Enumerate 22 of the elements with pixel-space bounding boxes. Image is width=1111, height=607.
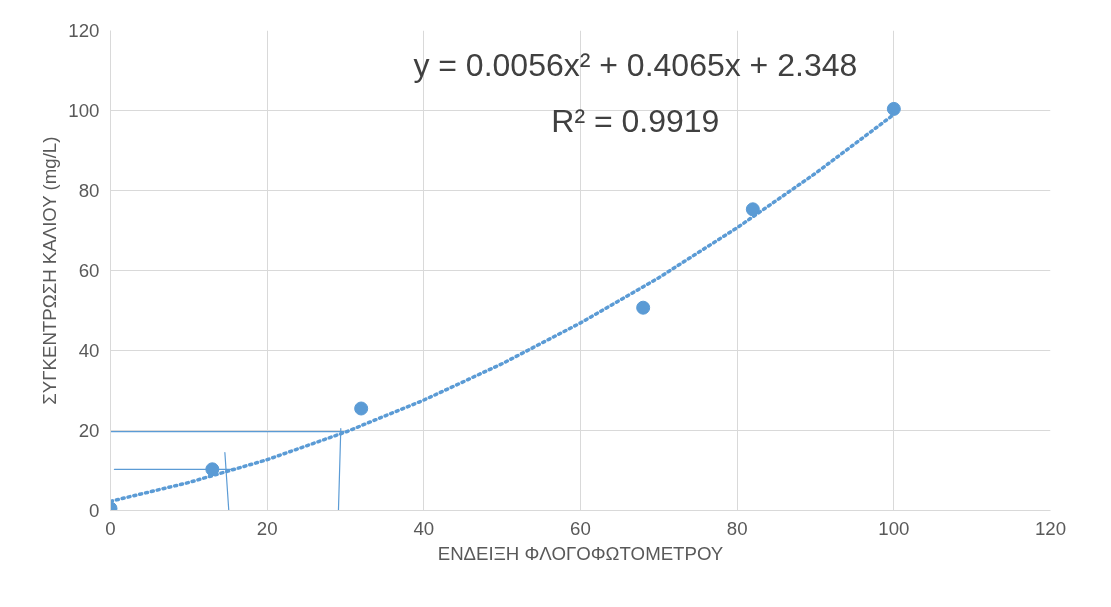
y-tick-label: 100 bbox=[68, 100, 100, 121]
annotation: R² = 0.9919 bbox=[551, 102, 720, 139]
y-tick-label: 20 bbox=[78, 420, 100, 441]
y-axis-title: ΣΥΓΚΕΝΤΡΩΣΗ ΚΑΛΙΟΥ (mg/L) bbox=[39, 136, 61, 405]
point bbox=[354, 401, 369, 416]
y-tick-label: 40 bbox=[78, 340, 100, 361]
x-tick-label: 0 bbox=[105, 517, 116, 539]
x-tick-label: 100 bbox=[878, 517, 910, 539]
point bbox=[745, 202, 760, 217]
point bbox=[636, 300, 651, 315]
y-tick-label: 120 bbox=[68, 20, 100, 41]
annotation: y = 0.0056x² + 0.4065x + 2.348 bbox=[413, 46, 858, 83]
y-tick-label: 0 bbox=[89, 500, 100, 521]
x-tick-label: 20 bbox=[256, 517, 278, 539]
x-tick-label: 60 bbox=[570, 517, 591, 539]
point bbox=[886, 101, 901, 116]
x-tick-label: 120 bbox=[1034, 517, 1067, 539]
y-tick-label: 80 bbox=[78, 180, 100, 201]
y-tick-label: 60 bbox=[78, 260, 100, 281]
x-tick-label: 40 bbox=[413, 517, 435, 539]
x-axis-title: ΕΝΔΕΙΞΗ ΦΛΟΓΟΦΩΤΟΜΕΤΡΟΥ bbox=[437, 542, 724, 564]
x-tick-label: 80 bbox=[726, 517, 748, 539]
